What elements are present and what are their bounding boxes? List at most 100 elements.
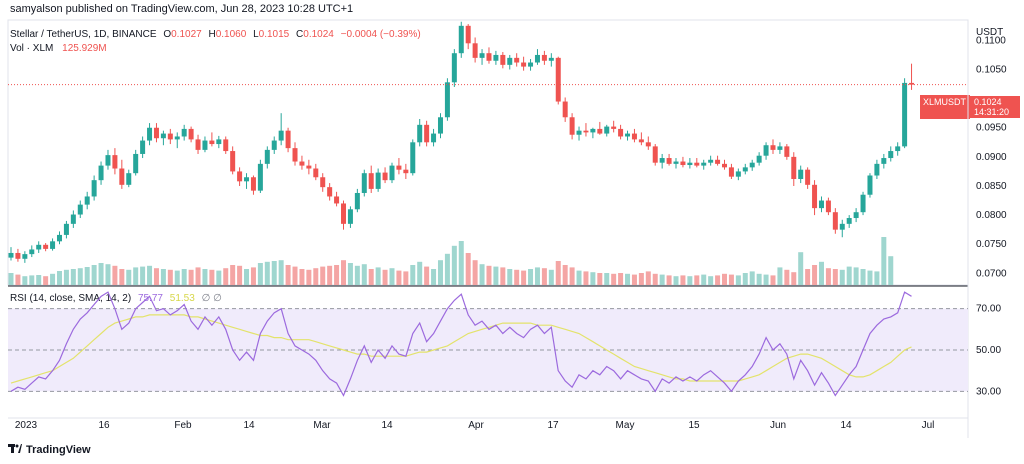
candle-body xyxy=(825,200,831,213)
candle-body xyxy=(451,53,457,83)
volume-bar xyxy=(521,270,527,285)
candle-body xyxy=(327,187,333,197)
volume-bar xyxy=(555,261,561,285)
footer-brand: TradingView xyxy=(8,444,91,456)
volume-bar xyxy=(306,269,312,285)
volume-bar xyxy=(167,269,173,285)
volume-bar xyxy=(257,263,263,285)
candle-body xyxy=(812,184,818,209)
volume-bar xyxy=(181,269,187,285)
volume-bar xyxy=(209,269,215,285)
price-tick-label: 0.0700 xyxy=(976,268,1007,279)
volume-bar xyxy=(202,269,208,285)
price-tick-label: 0.1050 xyxy=(976,65,1007,76)
volume-bar xyxy=(70,269,76,285)
volume-bar xyxy=(562,265,568,285)
volume-bar xyxy=(216,270,222,285)
time-tick-label: 17 xyxy=(547,420,559,431)
volume-bar xyxy=(361,264,367,285)
volume-bar xyxy=(451,245,457,285)
time-tick-label: 14 xyxy=(243,420,255,431)
volume-bar xyxy=(126,269,132,285)
volume-bar xyxy=(742,273,748,285)
rsi-tick-label: 50.00 xyxy=(976,345,1001,356)
volume-bar xyxy=(846,266,852,285)
candle-body xyxy=(396,165,402,170)
volume-bar xyxy=(867,270,873,285)
candle-body xyxy=(486,53,492,61)
candle-body xyxy=(528,62,534,67)
candle-body xyxy=(742,167,748,172)
volume-bar xyxy=(299,269,305,285)
rsi-label: RSI (14, close, SMA, 14, 2) xyxy=(10,293,132,304)
candle-body xyxy=(126,173,132,185)
rsi-sma-line xyxy=(10,314,912,384)
volume-bar xyxy=(244,269,250,285)
candle-body xyxy=(749,162,755,168)
volume-bar xyxy=(230,265,236,285)
candle-body xyxy=(805,169,811,185)
candle-body xyxy=(853,212,859,219)
volume-bar xyxy=(264,261,270,285)
volume-bar xyxy=(888,256,894,285)
volume-bar xyxy=(153,268,159,285)
candle-body xyxy=(576,130,582,135)
candle-body xyxy=(777,146,783,150)
volume-bar xyxy=(91,265,97,285)
volume-bar xyxy=(569,267,575,285)
candle-body xyxy=(638,139,644,143)
candle-body xyxy=(521,62,527,67)
candle-body xyxy=(784,146,790,157)
volume-bar xyxy=(514,269,520,285)
volume-bar xyxy=(548,269,554,285)
rsi-line xyxy=(10,291,912,397)
volume-bar xyxy=(645,271,651,285)
candle-body xyxy=(257,163,263,191)
price-tick-label: 0.0850 xyxy=(976,181,1007,192)
candle-body xyxy=(22,254,28,259)
candle-body xyxy=(728,167,734,177)
candle-body xyxy=(694,162,700,166)
close-value: 0.1024 xyxy=(303,29,334,40)
candle-body xyxy=(216,139,222,145)
high-label: H xyxy=(208,29,216,40)
volume-bar xyxy=(444,253,450,285)
candle-body xyxy=(105,155,111,166)
volume-bar xyxy=(777,267,783,285)
volume-bar xyxy=(472,260,478,285)
volume-bar xyxy=(770,275,776,285)
candle-body xyxy=(15,252,21,259)
volume-bar xyxy=(237,265,243,285)
volume-bar xyxy=(278,260,284,285)
volume-bar xyxy=(583,271,589,285)
price-tick-label: 0.0950 xyxy=(976,123,1007,134)
volume-bar xyxy=(860,269,866,285)
candle-body xyxy=(514,57,520,63)
candle-body xyxy=(846,218,852,224)
candle-body xyxy=(839,223,845,230)
candle-body xyxy=(368,173,374,189)
candle-body xyxy=(756,155,762,163)
volume-bar xyxy=(722,273,728,285)
volume-bar xyxy=(77,268,83,285)
candle-body xyxy=(223,139,229,152)
candle-body xyxy=(36,244,42,250)
candle-body xyxy=(437,117,443,134)
volume-bar xyxy=(839,269,845,285)
time-tick-label: 15 xyxy=(688,420,700,431)
candle-body xyxy=(77,204,83,215)
candle-body xyxy=(299,161,305,166)
volume-bar xyxy=(818,261,824,285)
volume-bar xyxy=(334,265,340,285)
volume-bar xyxy=(341,260,347,285)
candle-body xyxy=(174,136,180,140)
volume-bar xyxy=(881,237,887,285)
candle-body xyxy=(417,124,423,143)
volume-bar xyxy=(84,267,90,285)
open-label: O xyxy=(163,29,172,40)
volume-bar xyxy=(694,275,700,285)
volume-bar xyxy=(604,273,610,285)
volume-bar xyxy=(313,268,319,285)
candle-body xyxy=(112,155,118,169)
